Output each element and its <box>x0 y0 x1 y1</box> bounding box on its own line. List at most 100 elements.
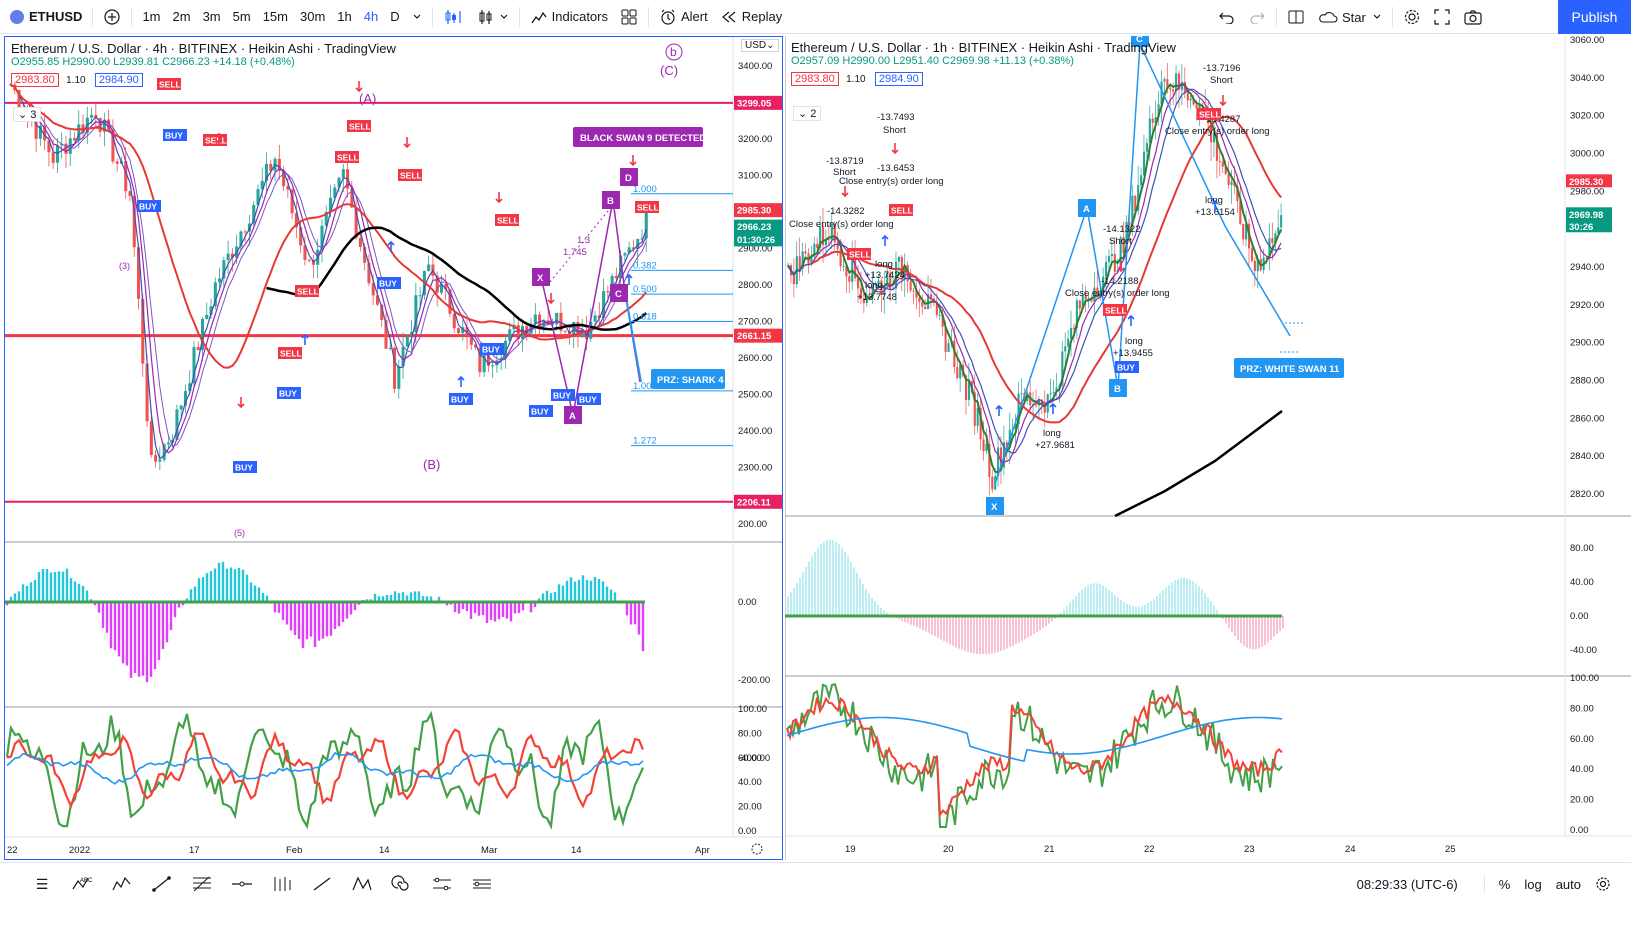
horizontal-line-icon[interactable] <box>230 873 254 895</box>
interval-5m[interactable]: 5m <box>232 9 251 24</box>
sell-signal-badge <box>295 285 319 297</box>
alarm-clock-icon <box>661 9 675 25</box>
interval-4h[interactable]: 4h <box>363 9 379 24</box>
candle-body <box>478 347 482 373</box>
layouts-button[interactable] <box>614 0 644 34</box>
star-button[interactable]: Star <box>1311 0 1388 34</box>
interval-15m[interactable]: 15m <box>262 9 288 24</box>
xabcd-pattern-icon[interactable] <box>350 873 374 895</box>
price-tag-label: 2985.30 <box>1569 177 1603 188</box>
fib-retracement-icon[interactable] <box>190 873 214 895</box>
candles-icon <box>445 9 461 24</box>
regression-trend-icon[interactable] <box>470 873 494 895</box>
candle-body <box>619 255 623 279</box>
candle-body <box>1113 253 1116 272</box>
settings-button[interactable] <box>1397 0 1427 34</box>
redo-button[interactable] <box>1242 0 1272 34</box>
indicators-button[interactable]: Indicators <box>524 0 614 34</box>
arrow-up-icon <box>387 240 395 252</box>
candle-body <box>1230 181 1233 185</box>
left-chart-panel[interactable]: Ethereum / U.S. Dollar · 4h · BITFINEX ·… <box>4 36 783 860</box>
publish-button[interactable]: Publish <box>1558 0 1631 34</box>
buy-signal-badge <box>137 200 161 212</box>
candle-body <box>935 302 938 316</box>
candle-body <box>333 187 337 198</box>
symbol-search[interactable]: ETHUSD <box>0 0 88 34</box>
interval-D[interactable]: D <box>390 9 400 24</box>
pattern-point-label: X <box>537 273 544 284</box>
candle-body <box>644 210 648 239</box>
compare-add-button[interactable] <box>97 0 127 34</box>
undo-button[interactable] <box>1212 0 1242 34</box>
right-bid-price[interactable]: 2983.80 <box>791 72 839 86</box>
elliott-wave-icon[interactable] <box>110 873 134 895</box>
candle-body <box>1049 392 1052 395</box>
prz-white-swan-badge <box>1234 358 1344 378</box>
long-position-icon[interactable] <box>270 873 294 895</box>
fib-spiral-icon[interactable] <box>390 873 414 895</box>
interval-3m[interactable]: 3m <box>202 9 221 24</box>
price-tick: 2940.00 <box>1570 262 1604 273</box>
gear-icon[interactable] <box>1595 876 1611 892</box>
candle-body <box>209 306 213 315</box>
price-tick: 3100.00 <box>738 171 772 182</box>
strategy-annotation: Close entry(s) order long <box>1065 288 1170 299</box>
left-ask-price[interactable]: 2984.90 <box>94 73 143 87</box>
interval-2m[interactable]: 2m <box>172 9 191 24</box>
interval-dropdown-button[interactable] <box>406 0 428 34</box>
percent-toggle[interactable]: % <box>1498 876 1511 892</box>
osc1-tick: 200.00 <box>738 519 767 530</box>
right-chart-panel[interactable]: Ethereum / U.S. Dollar · 1h · BITFINEX ·… <box>785 36 1631 860</box>
chevron-down-icon <box>500 14 508 19</box>
buy-signal-badge <box>1115 361 1139 373</box>
snapshot-button[interactable] <box>1457 0 1489 34</box>
ma-mid-line <box>10 83 647 454</box>
currency-selector[interactable]: USD⌄ <box>741 39 779 52</box>
candle-body <box>435 275 439 293</box>
candle-body <box>845 266 848 277</box>
left-chart-canvas[interactable]: 3400.003300.003200.003100.003000.002900.… <box>5 37 783 860</box>
menu-icon[interactable]: ☰ <box>35 875 49 892</box>
left-bid-price[interactable]: 2983.80 <box>11 73 59 87</box>
pattern-tool-icon[interactable]: ABC <box>70 873 94 895</box>
candle-body <box>1035 404 1038 406</box>
interval-30m[interactable]: 30m <box>300 9 326 24</box>
right-indicator-collapse[interactable]: ⌄ 2 <box>793 106 822 121</box>
left-indicator-collapse[interactable]: ⌄ 3 <box>13 107 42 122</box>
buy-signal-badge <box>529 405 553 417</box>
parallel-channel-icon[interactable] <box>430 873 454 895</box>
replay-button[interactable]: Replay <box>714 0 788 34</box>
log-toggle[interactable]: log <box>1524 876 1542 892</box>
interval-1h[interactable]: 1h <box>337 9 352 24</box>
fib-level-label: 1.272 <box>633 436 657 447</box>
interval-1m[interactable]: 1m <box>142 9 161 24</box>
clock-time[interactable]: 08:29:33 (UTC-6) <box>1356 876 1458 892</box>
candle-body <box>912 290 915 292</box>
candle-body <box>1215 132 1219 161</box>
candle-body <box>516 325 520 339</box>
trend-line-icon[interactable] <box>150 873 174 895</box>
candle-body <box>804 251 807 254</box>
left-chart-title[interactable]: Ethereum / U.S. Dollar · 4h · BITFINEX ·… <box>11 41 396 56</box>
ray-icon[interactable] <box>310 873 334 895</box>
strategy-annotation: Short <box>1109 236 1132 247</box>
candle-body <box>956 367 959 379</box>
candle-body <box>1020 393 1023 395</box>
pattern-point-label: X <box>991 502 998 513</box>
right-chart-canvas[interactable]: 3060.003040.003020.003000.002980.002960.… <box>785 36 1631 860</box>
candle-body <box>602 291 606 318</box>
chart-type-button[interactable] <box>471 0 515 34</box>
pattern-point-label: D <box>625 173 632 184</box>
layout-select-button[interactable] <box>1281 0 1311 34</box>
bar-style-button[interactable] <box>437 0 471 34</box>
auto-toggle[interactable]: auto <box>1555 876 1581 892</box>
wave-label: (3) <box>119 261 130 271</box>
fullscreen-button[interactable] <box>1427 0 1457 34</box>
candle-body <box>388 347 392 349</box>
strategy-annotation: long <box>1125 336 1143 347</box>
alert-button[interactable]: Alert <box>653 0 714 34</box>
ma-fast-line <box>787 83 1282 474</box>
right-ask-price[interactable]: 2984.90 <box>874 72 923 86</box>
right-chart-title[interactable]: Ethereum / U.S. Dollar · 1h · BITFINEX ·… <box>791 40 1176 55</box>
candle-body <box>469 335 473 345</box>
